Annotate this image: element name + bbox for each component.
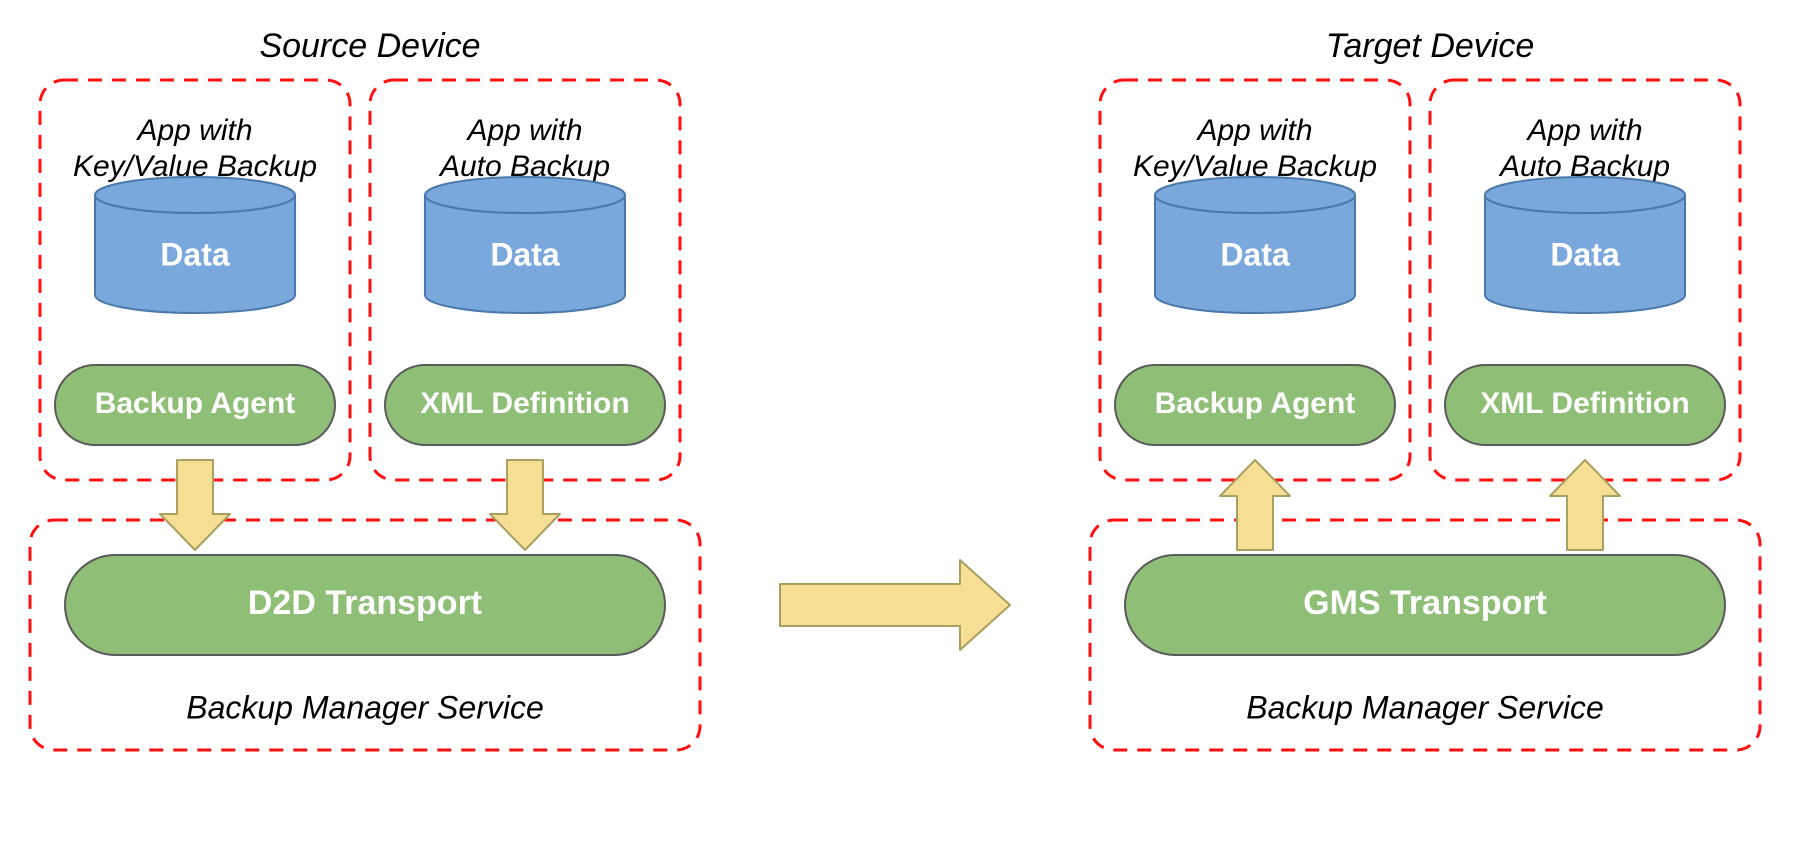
- target-auto-data: Data: [1485, 177, 1685, 313]
- target-kv-data: Data: [1155, 177, 1355, 313]
- source-auto-data-label: Data: [490, 236, 560, 272]
- transport-arrow: [780, 560, 1010, 650]
- target-kv-data-label: Data: [1220, 236, 1290, 272]
- source-transport-pill-label: D2D Transport: [248, 584, 482, 622]
- source-auto-data: Data: [425, 177, 625, 313]
- source-device-title: Source Device: [259, 27, 480, 65]
- target-auto-arrow: [1550, 460, 1620, 550]
- target-auto-data-label: Data: [1550, 236, 1620, 272]
- target-service-label: Backup Manager Service: [1246, 689, 1604, 725]
- source-xml-def-pill-label: XML Definition: [420, 387, 629, 420]
- source-xml-def-pill: XML Definition: [385, 365, 665, 445]
- source-kv-data: Data: [95, 177, 295, 313]
- source-backup-agent-pill: Backup Agent: [55, 365, 335, 445]
- target-backup-agent-pill-label: Backup Agent: [1155, 387, 1356, 420]
- source-transport-pill: D2D Transport: [65, 555, 665, 655]
- source-app-auto-label-l1: App with: [465, 114, 582, 147]
- source-app-kv-label-l1: App with: [135, 114, 252, 147]
- target-xml-def-pill-label: XML Definition: [1480, 387, 1689, 420]
- target-device-title: Target Device: [1326, 27, 1535, 65]
- source-kv-data-label: Data: [160, 236, 230, 272]
- source-service-label: Backup Manager Service: [186, 689, 544, 725]
- target-app-auto-label-l1: App with: [1525, 114, 1642, 147]
- source-kv-arrow: [160, 460, 230, 550]
- target-transport-pill-label: GMS Transport: [1303, 584, 1547, 622]
- target-app-kv-label-l1: App with: [1195, 114, 1312, 147]
- target-backup-agent-pill: Backup Agent: [1115, 365, 1395, 445]
- target-kv-arrow: [1220, 460, 1290, 550]
- source-auto-arrow: [490, 460, 560, 550]
- source-backup-agent-pill-label: Backup Agent: [95, 387, 296, 420]
- target-transport-pill: GMS Transport: [1125, 555, 1725, 655]
- target-xml-def-pill: XML Definition: [1445, 365, 1725, 445]
